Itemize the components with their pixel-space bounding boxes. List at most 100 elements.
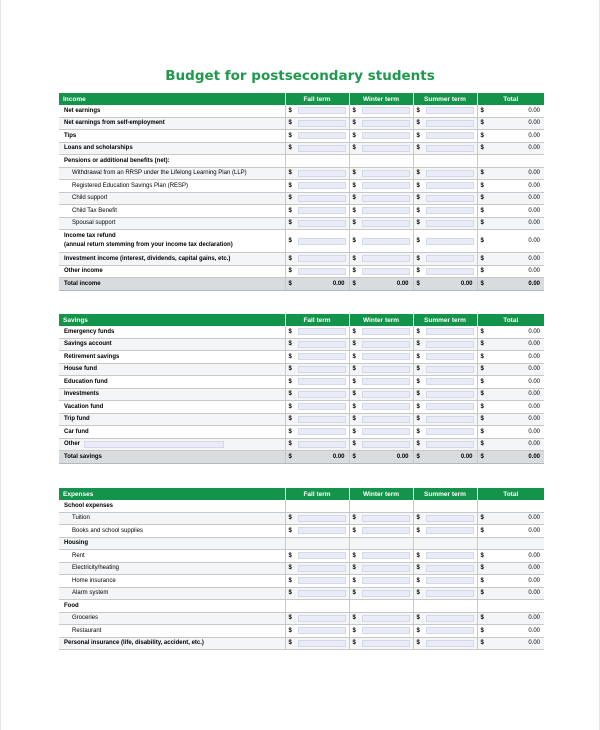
summer-term-input[interactable] — [425, 365, 474, 373]
winter-term-input[interactable] — [361, 428, 410, 436]
other-description-input[interactable] — [84, 440, 225, 448]
winter-term-input[interactable] — [361, 440, 410, 448]
summer-term-input[interactable] — [425, 132, 474, 140]
winter-term-input[interactable] — [361, 207, 410, 215]
winter-term-input[interactable] — [361, 340, 410, 348]
summer-term-input[interactable] — [425, 415, 474, 423]
fall-term-input[interactable] — [297, 328, 346, 336]
term-cell-content: $ — [286, 389, 349, 400]
winter-term-input[interactable] — [361, 182, 410, 190]
fall-term-input[interactable] — [297, 403, 346, 411]
summer-term-input[interactable] — [425, 219, 474, 227]
winter-term-input[interactable] — [361, 514, 410, 522]
winter-term-input[interactable] — [361, 267, 410, 275]
summer-term-input[interactable] — [425, 328, 474, 336]
winter-term-input[interactable] — [361, 353, 410, 361]
summer-term-input[interactable] — [425, 340, 474, 348]
row-label-cell: Rent — [59, 549, 286, 563]
winter-term-input[interactable] — [361, 614, 410, 622]
summer-term-input[interactable] — [425, 577, 474, 585]
summer-term-input[interactable] — [425, 589, 474, 597]
winter-term-input[interactable] — [361, 403, 410, 411]
fall-term-input[interactable] — [297, 267, 346, 275]
fall-term-input[interactable] — [297, 194, 346, 202]
fall-term-input[interactable] — [297, 119, 346, 127]
summer-term-input[interactable] — [425, 378, 474, 386]
summer-term-input[interactable] — [425, 182, 474, 190]
fall-term-input[interactable] — [297, 237, 346, 245]
fall-term-input[interactable] — [297, 627, 346, 635]
fall-term-input[interactable] — [297, 107, 346, 115]
winter-term-input[interactable] — [361, 365, 410, 373]
table-row: Child support $ $ $ $0.00 — [59, 192, 544, 205]
fall-term-input[interactable] — [297, 527, 346, 535]
summer-term-input[interactable] — [425, 107, 474, 115]
fall-term-input[interactable] — [297, 340, 346, 348]
fall-term-input[interactable] — [297, 132, 346, 140]
fall-term-input[interactable] — [297, 255, 346, 263]
winter-term-input[interactable] — [361, 390, 410, 398]
winter-term-input[interactable] — [361, 219, 410, 227]
fall-term-input[interactable] — [297, 552, 346, 560]
fall-term-input[interactable] — [297, 415, 346, 423]
summer-term-input[interactable] — [425, 390, 474, 398]
winter-term-input[interactable] — [361, 527, 410, 535]
fall-term-input[interactable] — [297, 614, 346, 622]
currency-symbol: $ — [352, 366, 356, 373]
summer-term-input[interactable] — [425, 440, 474, 448]
fall-term-input[interactable] — [297, 378, 346, 386]
fall-term-input[interactable] — [297, 639, 346, 647]
winter-term-input[interactable] — [361, 119, 410, 127]
term-cell: $ — [349, 363, 414, 376]
summer-term-input[interactable] — [425, 255, 474, 263]
summer-term-input[interactable] — [425, 169, 474, 177]
fall-term-input[interactable] — [297, 144, 346, 152]
summer-term-input[interactable] — [425, 119, 474, 127]
winter-term-input[interactable] — [361, 144, 410, 152]
fall-term-input[interactable] — [297, 365, 346, 373]
summer-term-input[interactable] — [425, 353, 474, 361]
summer-term-input[interactable] — [425, 428, 474, 436]
summer-term-input[interactable] — [425, 144, 474, 152]
winter-term-input[interactable] — [361, 169, 410, 177]
winter-term-input[interactable] — [361, 107, 410, 115]
fall-term-input[interactable] — [297, 577, 346, 585]
summer-term-input[interactable] — [425, 564, 474, 572]
winter-term-input[interactable] — [361, 639, 410, 647]
fall-term-input[interactable] — [297, 440, 346, 448]
winter-term-input[interactable] — [361, 627, 410, 635]
winter-term-input[interactable] — [361, 132, 410, 140]
summer-term-input[interactable] — [425, 627, 474, 635]
summer-term-input[interactable] — [425, 194, 474, 202]
winter-term-input[interactable] — [361, 564, 410, 572]
winter-term-input[interactable] — [361, 378, 410, 386]
fall-term-input[interactable] — [297, 390, 346, 398]
fall-term-input[interactable] — [297, 207, 346, 215]
fall-term-input[interactable] — [297, 589, 346, 597]
fall-term-input[interactable] — [297, 219, 346, 227]
summer-term-input[interactable] — [425, 267, 474, 275]
fall-term-input[interactable] — [297, 353, 346, 361]
summer-term-input[interactable] — [425, 514, 474, 522]
winter-term-input[interactable] — [361, 577, 410, 585]
fall-term-input[interactable] — [297, 169, 346, 177]
winter-term-input[interactable] — [361, 589, 410, 597]
summer-term-input[interactable] — [425, 527, 474, 535]
fall-term-input[interactable] — [297, 428, 346, 436]
fall-term-input[interactable] — [297, 182, 346, 190]
fall-term-input[interactable] — [297, 564, 346, 572]
winter-term-input[interactable] — [361, 552, 410, 560]
winter-term-input[interactable] — [361, 328, 410, 336]
row-total-value: 0.00 — [528, 552, 540, 559]
summer-term-input[interactable] — [425, 403, 474, 411]
summer-term-input[interactable] — [425, 639, 474, 647]
winter-term-input[interactable] — [361, 237, 410, 245]
winter-term-input[interactable] — [361, 415, 410, 423]
summer-term-input[interactable] — [425, 237, 474, 245]
summer-term-input[interactable] — [425, 614, 474, 622]
summer-term-input[interactable] — [425, 207, 474, 215]
summer-term-input[interactable] — [425, 552, 474, 560]
winter-term-input[interactable] — [361, 255, 410, 263]
winter-term-input[interactable] — [361, 194, 410, 202]
fall-term-input[interactable] — [297, 514, 346, 522]
